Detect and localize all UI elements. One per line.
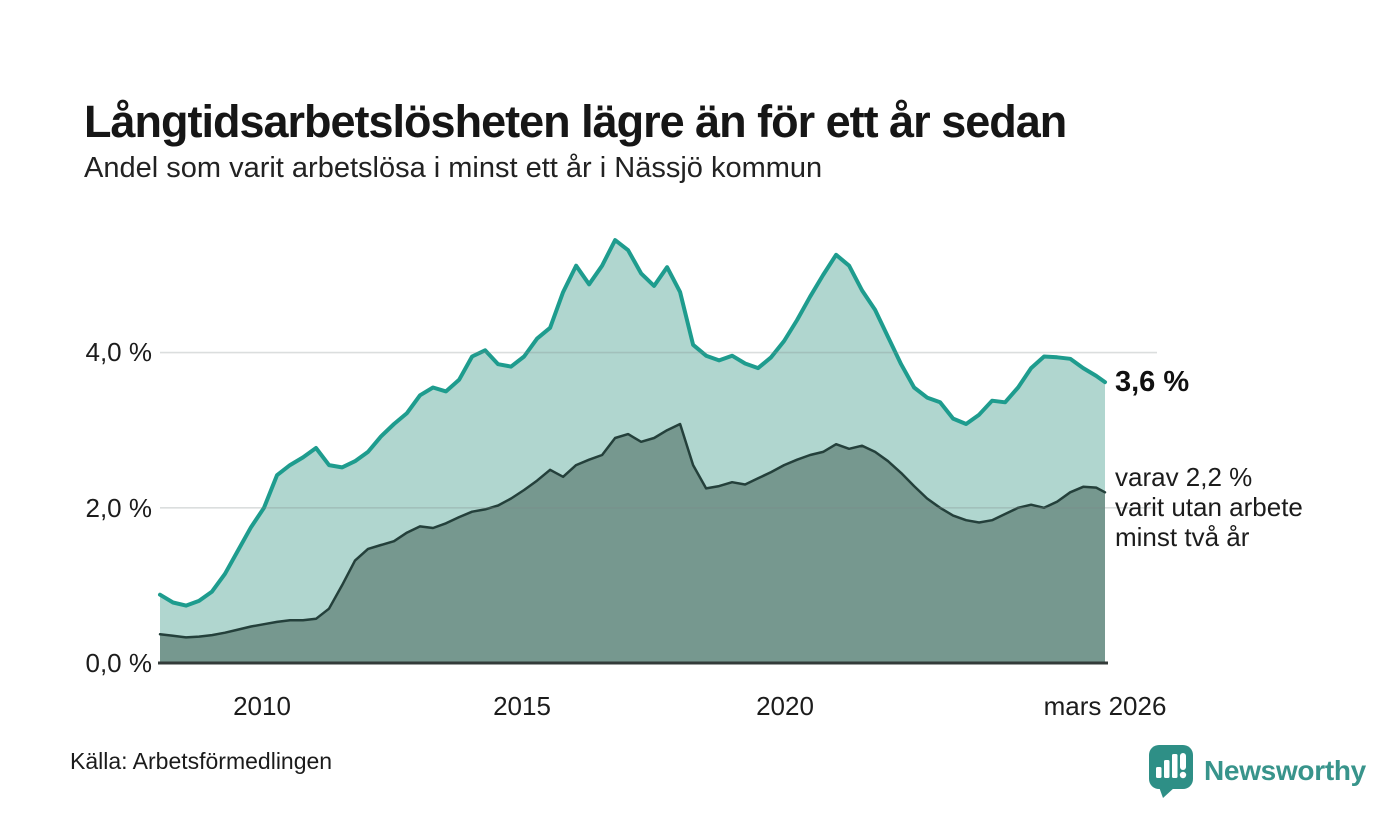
- newsworthy-logo-text: Newsworthy: [1204, 755, 1366, 786]
- x-axis-tick-2010: 2010: [233, 691, 291, 721]
- source-note: Källa: Arbetsförmedlingen: [70, 748, 333, 774]
- x-axis-tick-2015: 2015: [493, 691, 551, 721]
- latest-value-label: 3,6 %: [1115, 366, 1190, 398]
- brand-logo: Newsworthy: [1148, 744, 1366, 798]
- page-subtitle: Andel som varit arbetslösa i minst ett å…: [84, 152, 823, 184]
- subset-value-line-3: minst två år: [1115, 522, 1250, 552]
- y-axis-tick-0: 0,0 %: [85, 648, 153, 678]
- x-axis-tick-2020: 2020: [756, 691, 814, 721]
- y-axis-tick-4: 4,0 %: [85, 337, 153, 367]
- page-title: Långtidsarbetslösheten lägre än för ett …: [84, 96, 1067, 148]
- y-axis-tick-2: 2,0 %: [85, 493, 153, 523]
- subset-value-line-1: varav 2,2 %: [1115, 462, 1253, 492]
- subset-value-line-2: varit utan arbete: [1115, 492, 1303, 522]
- x-axis-tick-mars-2026: mars 2026: [1043, 691, 1167, 721]
- newsworthy-logo-icon: [1149, 745, 1193, 798]
- subset-value-label: varav 2,2 % varit utan arbete minst två …: [1115, 462, 1335, 552]
